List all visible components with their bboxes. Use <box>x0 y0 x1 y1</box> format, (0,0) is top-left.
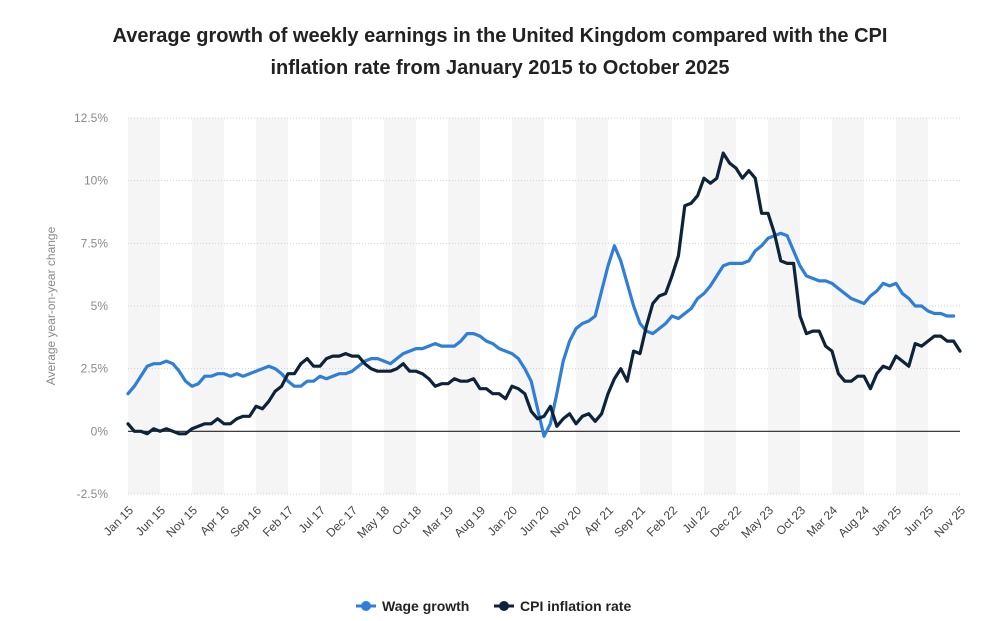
x-tick-label: Dec 22 <box>707 503 744 540</box>
x-tick-label: Nov 20 <box>547 503 584 540</box>
chart-title-line-2: inflation rate from January 2015 to Octo… <box>270 57 730 79</box>
y-tick-label: 12.5% <box>74 111 108 125</box>
y-tick-label: -2.5% <box>77 487 109 501</box>
plot-band <box>768 118 800 494</box>
y-tick-label: 7.5% <box>81 236 109 250</box>
y-tick-label: 2.5% <box>81 362 109 376</box>
legend-symbol-marker[interactable] <box>499 601 509 611</box>
x-tick-label: Apr 16 <box>197 503 232 538</box>
x-tick-label: May 18 <box>354 503 392 541</box>
x-tick-label: Jan 25 <box>869 503 905 539</box>
x-tick-label: Jan 15 <box>101 503 137 539</box>
x-tick-label: Feb 17 <box>260 503 297 540</box>
x-tick-label: Jan 20 <box>485 503 521 539</box>
y-tick-label: 0% <box>91 424 109 438</box>
x-tick-label: Oct 18 <box>389 503 424 538</box>
wage-growth-line <box>126 231 956 438</box>
legend-item-cpi-inflation[interactable]: CPI inflation rate <box>520 598 631 614</box>
y-tick-label: 5% <box>91 299 109 313</box>
x-tick-label: Mar 24 <box>804 503 841 540</box>
y-tick-label: 10% <box>84 174 108 188</box>
x-tick-label: Jun 15 <box>133 503 169 539</box>
x-tick-label: Mar 19 <box>420 503 457 540</box>
legend-symbol-marker[interactable] <box>361 601 371 611</box>
cpi-inflation-line <box>126 151 962 436</box>
legend-item-wage-growth[interactable]: Wage growth <box>382 598 469 614</box>
x-tick-label: Nov 25 <box>931 503 968 540</box>
x-tick-label: Aug 19 <box>451 503 488 540</box>
plot-band <box>192 118 224 494</box>
chart-title: Average growth of weekly earnings in the… <box>40 20 960 84</box>
x-tick-label: Dec 17 <box>323 503 360 540</box>
x-tick-label: Aug 24 <box>835 503 872 540</box>
x-tick-label: Apr 21 <box>581 503 616 538</box>
x-tick-label: Sep 21 <box>611 503 648 540</box>
chart-title-line-1: Average growth of weekly earnings in the… <box>112 25 888 47</box>
x-tick-label: Jun 20 <box>517 503 553 539</box>
x-tick-label: Sep 16 <box>227 503 264 540</box>
x-tick-label: Jun 25 <box>901 503 937 539</box>
y-axis-title: Average year-on-year change <box>44 226 58 385</box>
plot-band <box>384 118 416 494</box>
plot-band <box>576 118 608 494</box>
x-tick-label: Nov 15 <box>163 503 200 540</box>
x-tick-label: Feb 22 <box>644 503 681 540</box>
x-tick-label: May 23 <box>738 503 776 541</box>
x-tick-label: Oct 23 <box>773 503 808 538</box>
